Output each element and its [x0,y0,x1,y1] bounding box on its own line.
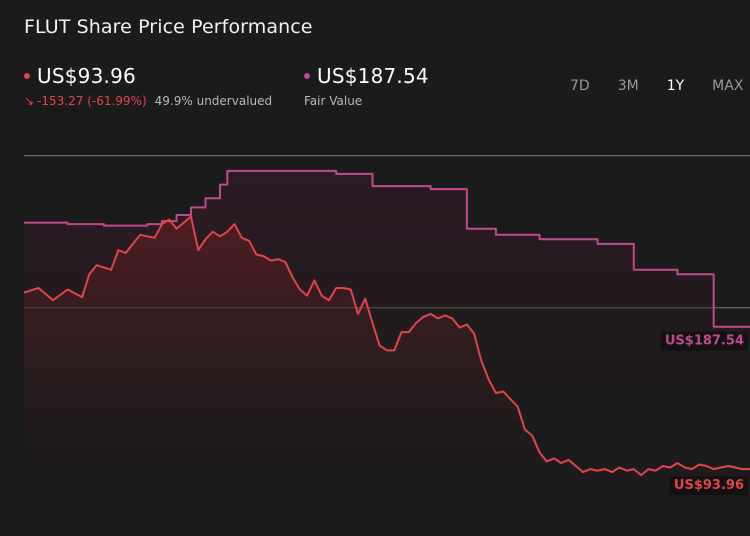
tab-max[interactable]: MAX [712,78,744,94]
fair-value-block: US$187.54 Fair Value [304,64,429,108]
price-area [24,216,750,536]
fair-value-legend-dot [304,73,310,79]
tab-3m[interactable]: 3M [617,78,639,94]
undervalued-percent: 49.9% undervalued [154,94,273,108]
share-price: US$93.96 [37,64,136,88]
price-line [23,215,750,477]
time-range-tabs: 7D 3M 1Y MAX [570,78,750,94]
arrow-down-right-icon: ↘ [24,94,35,108]
price-label-bg [669,476,748,496]
fair-value-line [24,169,750,328]
tab-1y[interactable]: 1Y [666,78,685,94]
fair-value-price: US$187.54 [317,64,429,88]
fair-value-label: Fair Value [304,94,363,108]
price-change: -153.27 (-61.99%) [37,94,147,108]
fair-value-end-label: US$187.54 [665,334,744,349]
fair-value-label-bg [660,331,748,351]
price-legend-dot [24,73,30,79]
tab-7d[interactable]: 7D [570,78,590,94]
page-title: FLUT Share Price Performance [24,16,313,38]
price-end-label: US$93.96 [674,478,744,493]
share-price-block: US$93.96 ↘ -153.27 (-61.99%) 49.9% under… [24,64,272,108]
